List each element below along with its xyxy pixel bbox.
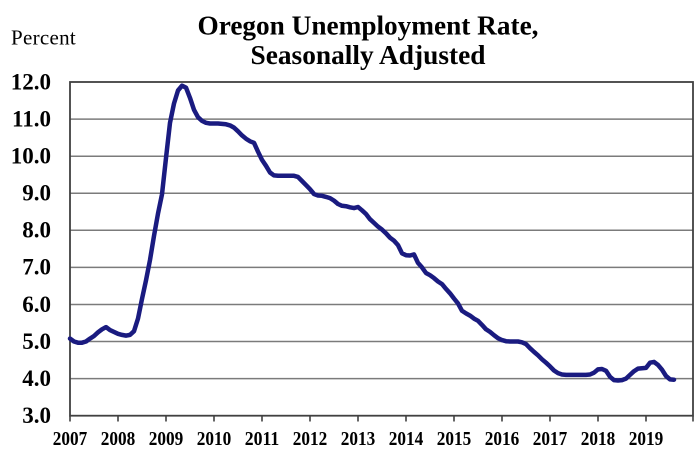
svg-text:7.0: 7.0: [22, 255, 51, 280]
svg-text:2019: 2019: [629, 428, 664, 450]
svg-text:6.0: 6.0: [22, 292, 51, 317]
svg-text:8.0: 8.0: [22, 218, 51, 243]
svg-text:2015: 2015: [437, 428, 472, 450]
svg-text:2014: 2014: [389, 428, 424, 450]
svg-text:4.0: 4.0: [22, 366, 51, 391]
svg-text:2010: 2010: [197, 428, 232, 450]
svg-text:Percent: Percent: [11, 25, 76, 49]
svg-text:9.0: 9.0: [22, 181, 51, 206]
svg-text:5.0: 5.0: [22, 329, 51, 354]
svg-text:2016: 2016: [485, 428, 520, 450]
svg-text:Oregon Unemployment Rate,: Oregon Unemployment Rate,: [198, 11, 539, 41]
svg-text:Seasonally Adjusted: Seasonally Adjusted: [251, 40, 486, 70]
svg-text:2008: 2008: [101, 428, 136, 450]
svg-text:2018: 2018: [581, 428, 616, 450]
svg-text:2007: 2007: [53, 428, 88, 450]
svg-text:2017: 2017: [533, 428, 568, 450]
svg-text:2012: 2012: [293, 428, 328, 450]
svg-text:2013: 2013: [341, 428, 376, 450]
svg-text:11.0: 11.0: [12, 106, 51, 131]
svg-text:12.0: 12.0: [11, 69, 51, 94]
svg-text:10.0: 10.0: [11, 144, 51, 169]
svg-text:3.0: 3.0: [22, 403, 51, 428]
svg-text:2011: 2011: [245, 428, 280, 450]
svg-text:2009: 2009: [149, 428, 184, 450]
